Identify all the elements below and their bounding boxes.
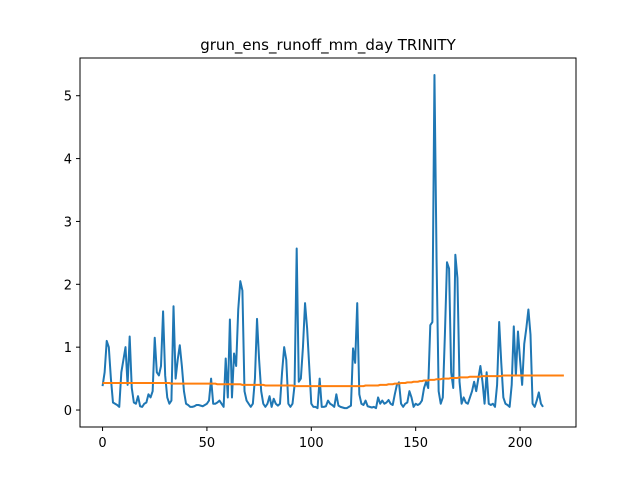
y-tick-label: 1: [64, 341, 72, 356]
x-axis-ticks: 0 50 100 150 200: [98, 427, 532, 451]
plot-area-frame: [79, 57, 577, 428]
chart-title: grun_ens_runoff_mm_day TRINITY: [200, 36, 456, 55]
series-line-2: [102, 374, 564, 388]
y-tick-label: 0: [64, 404, 72, 419]
x-tick-label: 150: [403, 436, 428, 451]
x-tick-label: 0: [98, 436, 106, 451]
x-tick-label: 100: [299, 436, 324, 451]
y-tick-label: 4: [64, 153, 72, 168]
series-line-1: [101, 73, 544, 410]
y-axis-ticks: 0 1 2 3 4 5: [64, 90, 80, 419]
y-tick-label: 5: [64, 90, 72, 105]
x-tick-label: 50: [199, 436, 216, 451]
y-tick-label: 3: [64, 215, 72, 230]
series-layer: [101, 73, 564, 410]
x-tick-label: 200: [508, 436, 533, 451]
y-tick-label: 2: [64, 278, 72, 293]
